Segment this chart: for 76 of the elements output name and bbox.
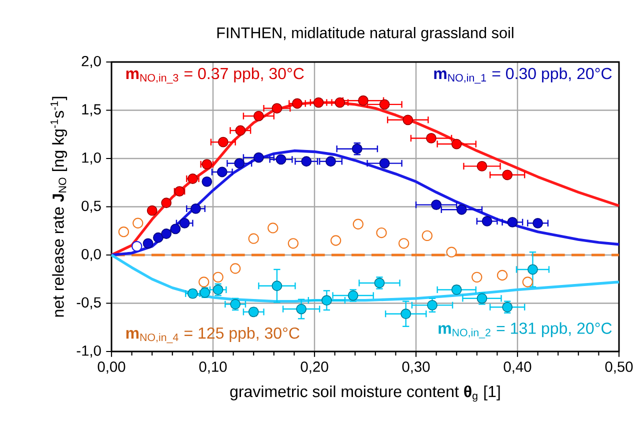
point [334,97,346,108]
x-tick-label: 0,10 [199,362,227,374]
chart-title: FINTHEN, midlatitude natural grassland soil [217,26,514,42]
point [472,272,482,283]
point [446,246,457,258]
point [482,216,492,226]
point [152,232,164,243]
annotation: m$_{NO,in_2}$ = 131 ppb, 20°C [438,322,612,338]
x-tick-label: 0,30 [402,362,430,374]
y-tick-label: 1,0 [82,152,101,165]
point [190,203,201,214]
point [248,233,259,244]
point [253,152,264,163]
point [161,198,172,208]
point [376,227,387,238]
point [179,218,190,228]
point [476,161,488,172]
x-tick-label: 0,50 [605,362,633,374]
point [276,154,286,165]
point [132,240,142,252]
point [202,176,212,187]
y-axis-title: net release rate J$_{NO}$ [ng kg$^{-1}$s$^{-1}$] [50,96,68,317]
point [216,166,228,178]
point [292,98,302,109]
point [301,156,312,167]
annotation: m$_{NO,in_1}$ = 0.30 ppb, 20°C [434,67,612,84]
point [272,280,282,292]
y-tick-label: 2,0 [82,56,101,68]
annotation: m$_{NO,in_3}$ = 0.37 ppb, 30°C [126,67,304,84]
point [146,205,158,216]
point [288,238,299,249]
point [400,308,412,320]
point [528,264,538,275]
point [272,103,282,114]
point [142,238,154,249]
x-axis-title: gravimetric soil moisture content θ$_{g}$ [1] [230,385,500,402]
point [326,156,336,167]
point [507,216,518,228]
point [496,270,508,281]
point [352,218,364,230]
point [422,230,432,242]
point [268,222,278,234]
point [170,224,181,234]
point [212,272,224,283]
point [253,110,264,122]
point [398,238,410,249]
y-tick-label: 1,5 [82,104,101,116]
point [118,226,130,238]
point [532,218,543,228]
point [132,218,144,228]
point [235,125,246,136]
y-tick-label: -0,5 [76,297,101,310]
x-tick-label: 0,40 [504,362,532,374]
point [456,204,467,215]
point [451,138,462,150]
annotation: m$_{NO,in_4}$ = 125 ppb, 30°C [126,327,300,344]
point [321,295,332,306]
point [230,263,241,274]
point [431,200,442,210]
point [426,133,436,144]
point [330,235,342,246]
point [161,228,172,239]
point [313,97,324,108]
point [522,276,533,288]
point [402,114,414,126]
point [218,136,228,148]
x-tick-label: 0,00 [98,362,126,374]
y-tick-label: -1,0 [76,345,101,358]
y-tick-label: 0,5 [82,200,101,213]
point [234,158,245,169]
y-tick-label: 0,0 [82,248,101,262]
point [379,158,390,169]
point [296,304,307,314]
x-tick-label: 0,20 [300,362,328,374]
point [358,95,368,106]
point [502,170,513,180]
